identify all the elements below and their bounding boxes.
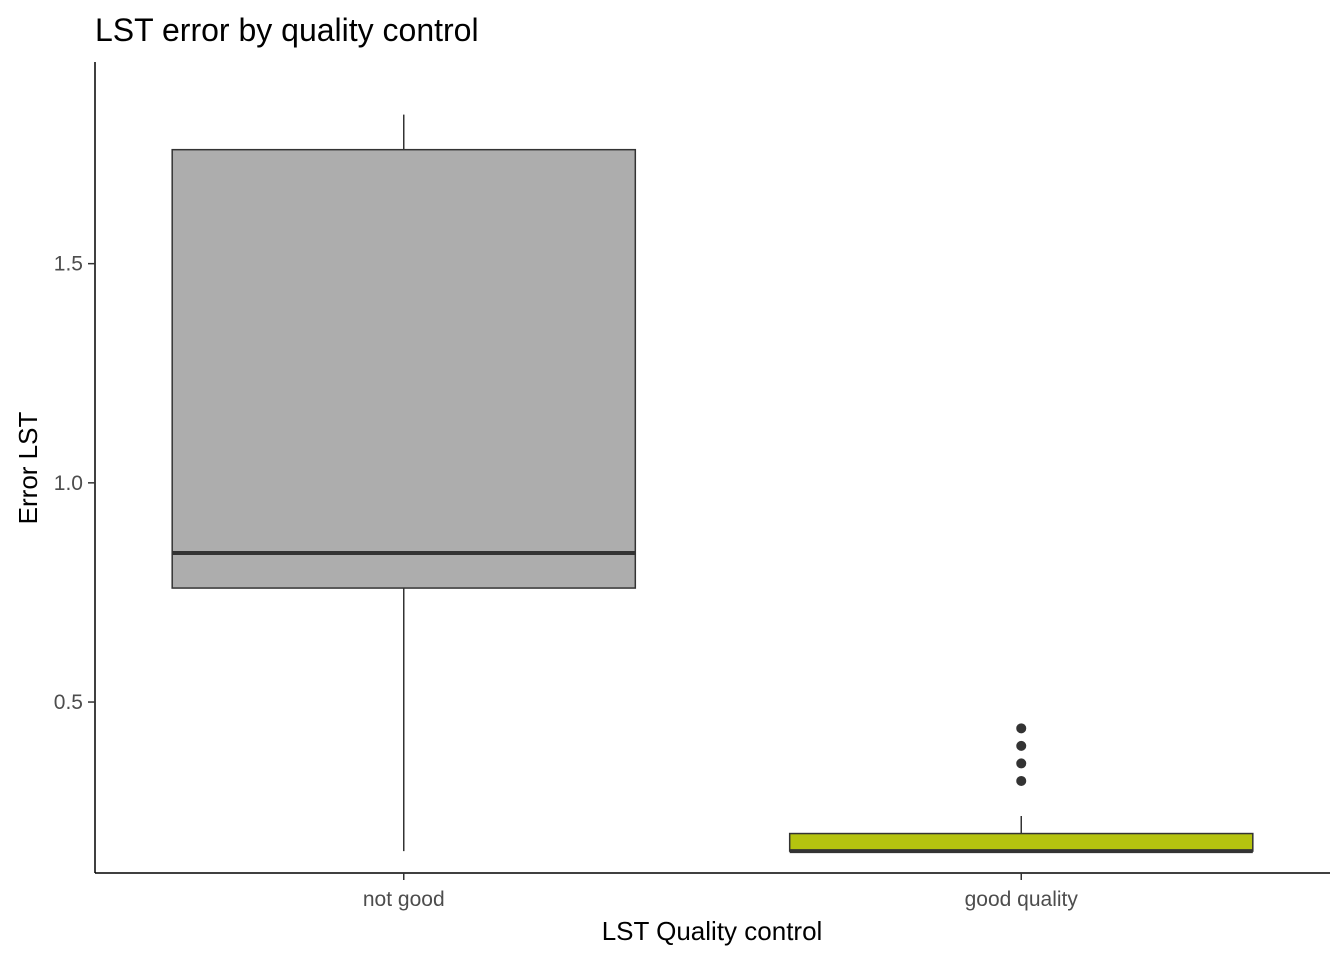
chart-title: LST error by quality control (95, 12, 479, 48)
box-group (171, 114, 637, 852)
box-iqr (788, 832, 1254, 852)
y-tick-label: 0.5 (54, 691, 83, 714)
x-tick-label: not good (363, 888, 445, 911)
outlier-point (1016, 723, 1027, 734)
box-group (788, 723, 1254, 854)
outlier-point (1016, 740, 1027, 751)
x-tick-label: good quality (965, 888, 1079, 911)
x-axis-title: LST Quality control (602, 916, 823, 946)
outlier-point (1016, 758, 1027, 769)
y-tick-label: 1.0 (54, 472, 83, 495)
plot-area (171, 114, 1254, 854)
box-iqr (171, 148, 637, 589)
y-axis-ticks: 0.5 1.0 1.5 (54, 253, 95, 714)
y-tick-label: 1.5 (54, 253, 83, 276)
x-axis-ticks: not good good quality (363, 873, 1078, 911)
y-axis-title: Error LST (13, 412, 43, 525)
outlier-point (1016, 775, 1027, 786)
